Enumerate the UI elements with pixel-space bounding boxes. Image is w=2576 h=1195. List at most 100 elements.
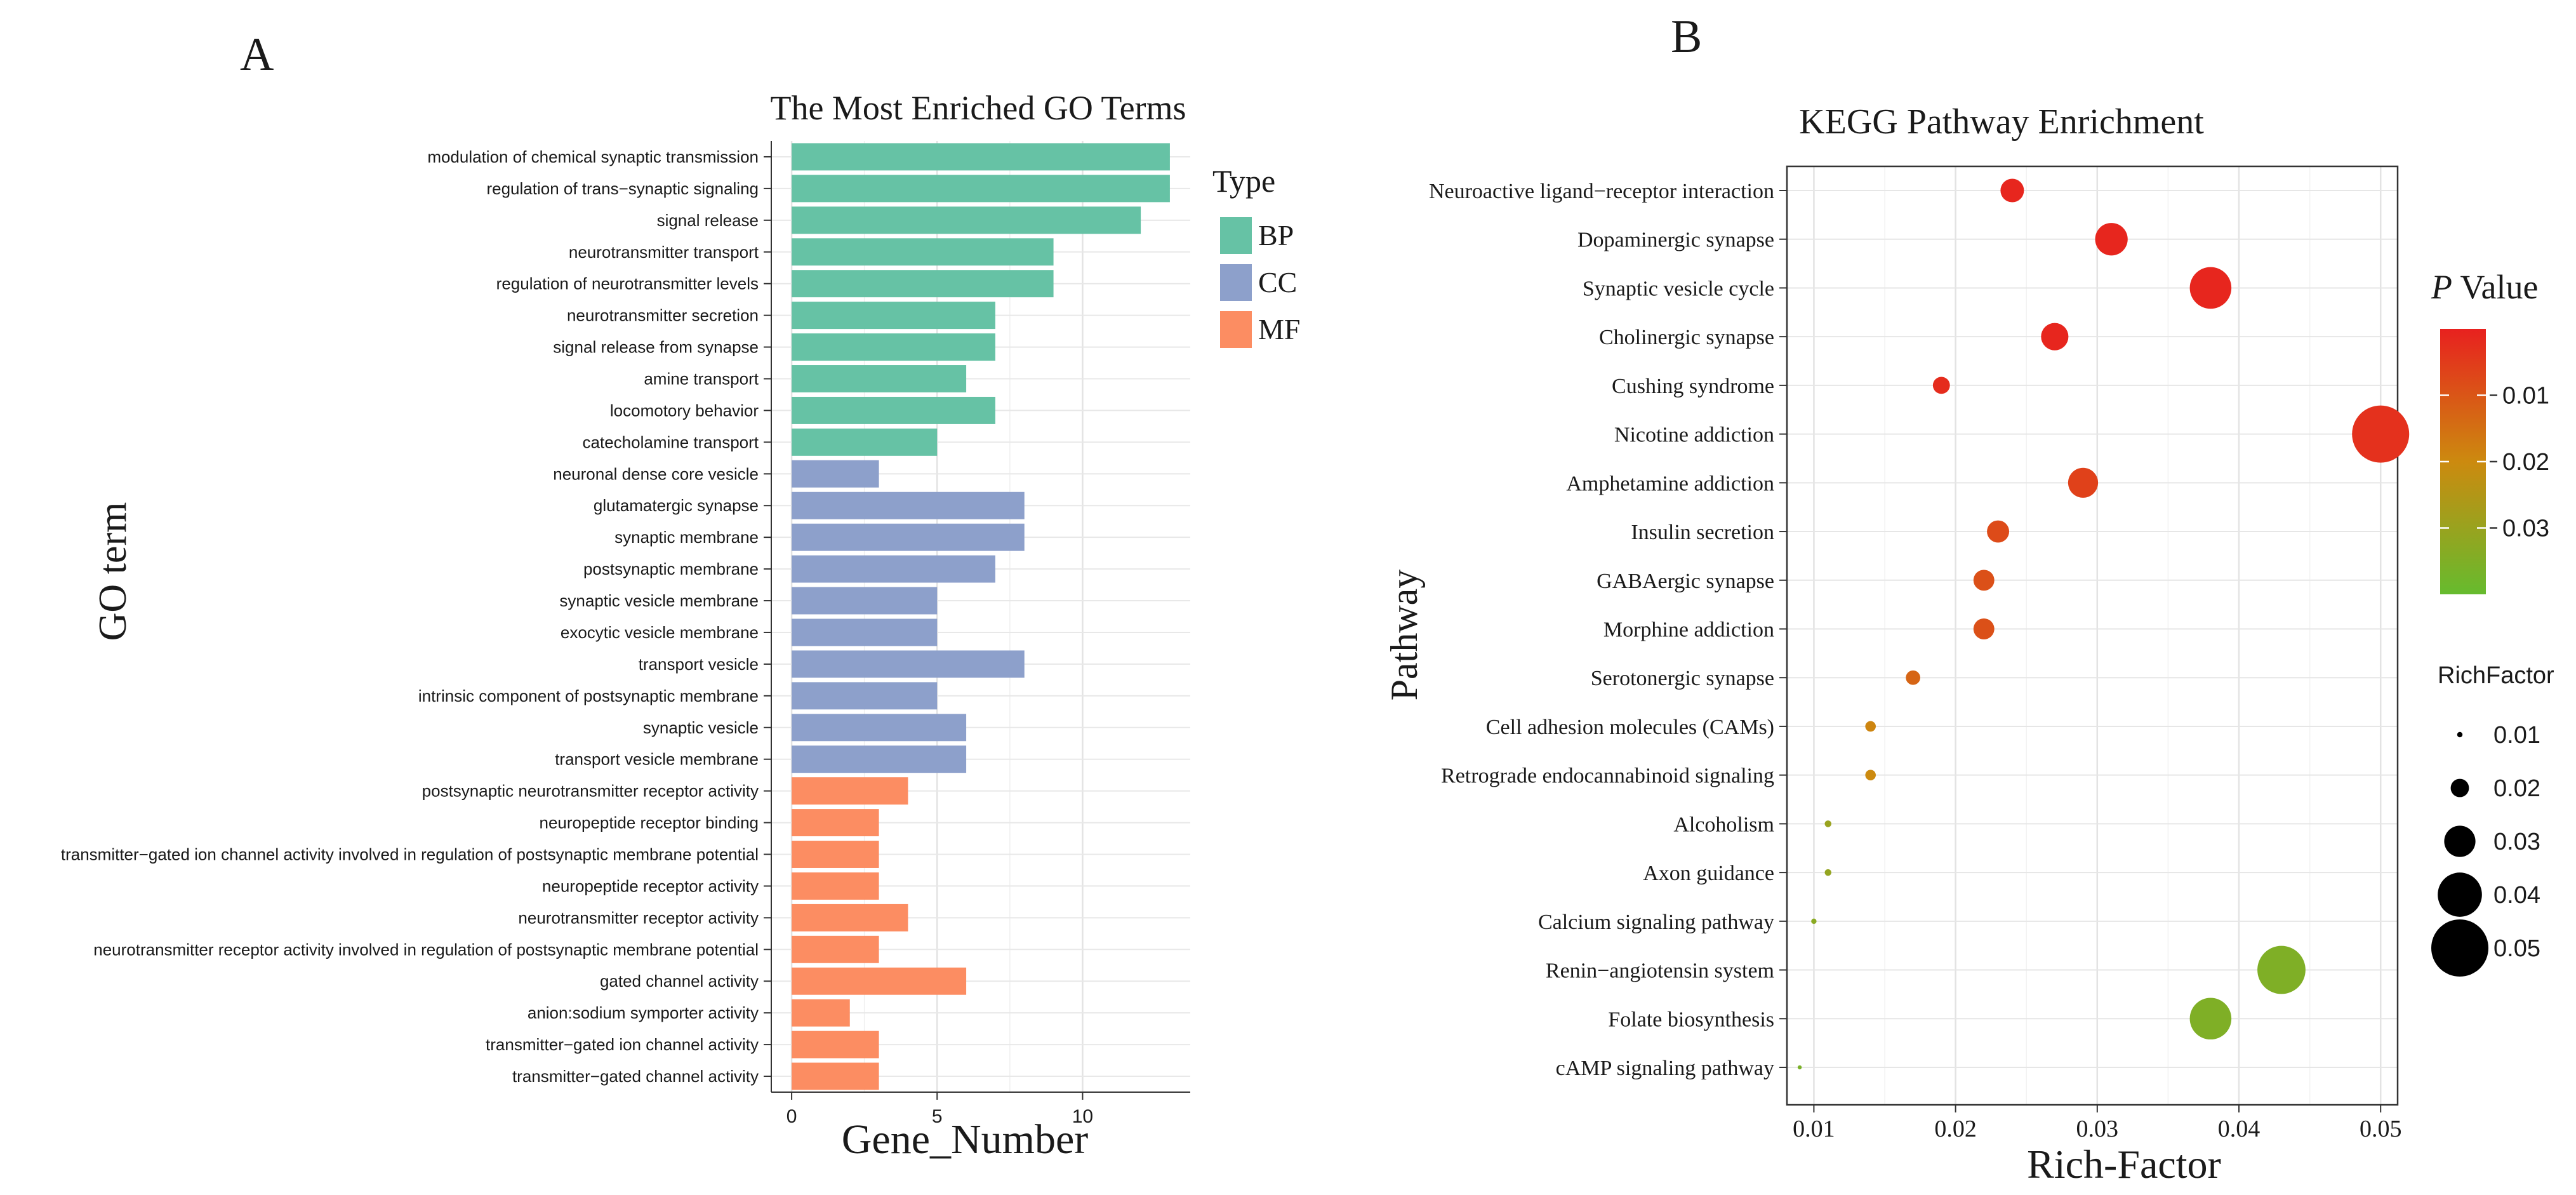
kegg-pathway-label: Nicotine addiction (1614, 424, 1774, 447)
kegg-point (2352, 405, 2410, 463)
richfactor-legend-label: 0.04 (2493, 882, 2540, 909)
kegg-point (2000, 178, 2024, 203)
kegg-pathway-label: Renin−angiotensin system (1546, 959, 1774, 983)
go-x-tick-label: 5 (932, 1106, 943, 1127)
kegg-point (2068, 467, 2099, 498)
go-bar (792, 396, 995, 424)
go-term-label: transmitter−gated ion channel activity i… (61, 845, 759, 864)
kegg-y-axis-title: Pathway (1383, 570, 1425, 701)
richfactor-legend-label: 0.02 (2493, 775, 2540, 802)
go-x-tick-label: 0 (787, 1106, 797, 1127)
go-term-label: transport vesicle membrane (555, 750, 759, 769)
go-term-label: transmitter−gated ion channel activity (486, 1035, 759, 1054)
go-type-legend: Type BP CC MF (1212, 163, 1300, 348)
go-term-label: neurotransmitter secretion (567, 306, 759, 325)
go-term-label: transmitter−gated channel activity (512, 1067, 759, 1086)
kegg-x-tick-label: 0.05 (2360, 1116, 2402, 1142)
kegg-pathway-label: Synaptic vesicle cycle (1583, 277, 1774, 300)
go-bar (792, 491, 1025, 519)
go-term-label: neuropeptide receptor binding (540, 813, 759, 832)
go-y-axis-title: GO term (91, 502, 135, 641)
go-legend-swatch (1220, 311, 1252, 348)
richfactor-legend-items: 0.01 0.02 0.03 0.04 0.05 (2431, 722, 2540, 977)
go-bar (792, 555, 995, 583)
go-term-label: modulation of chemical synaptic transmis… (427, 147, 759, 166)
go-term-label: intrinsic component of postsynaptic memb… (418, 686, 759, 705)
go-bar (792, 841, 879, 868)
go-term-label: glutamatergic synapse (594, 496, 759, 515)
go-legend-label: MF (1258, 313, 1300, 345)
go-legend-title: Type (1212, 163, 1275, 199)
go-term-label: transport vesicle (639, 655, 759, 674)
go-term-label: regulation of neurotransmitter levels (496, 274, 759, 293)
go-bar (792, 1062, 879, 1090)
kegg-point (1987, 520, 2010, 543)
go-legend-label: BP (1258, 219, 1294, 251)
go-term-label: synaptic membrane (614, 528, 759, 547)
kegg-point (1865, 770, 1876, 780)
kegg-points (1797, 178, 2410, 1070)
go-term-label: anion:sodium symporter activity (528, 1003, 759, 1022)
kegg-point (1932, 377, 1950, 394)
go-legend-swatch (1220, 217, 1252, 254)
kegg-pvalue-legend: P Value 0.01 0.02 0.03 (2431, 268, 2549, 594)
go-bar (792, 967, 967, 995)
go-bar (792, 777, 908, 805)
kegg-chart-title: KEGG Pathway Enrichment (1799, 102, 2204, 142)
go-bar (792, 587, 938, 615)
go-term-label: amine transport (644, 370, 759, 389)
kegg-pathway-label: Dopaminergic synapse (1577, 229, 1774, 252)
kegg-pathway-labels: Neuroactive ligand−receptor interaction D… (1429, 180, 1787, 1080)
kegg-plot-area (1787, 166, 2398, 1105)
go-bar (792, 745, 967, 773)
go-bar (792, 143, 1170, 171)
richfactor-legend-dot (2438, 872, 2482, 917)
kegg-pathway-label: Calcium signaling pathway (1538, 911, 1774, 934)
richfactor-legend-dot (2457, 731, 2463, 738)
kegg-pathway-label: Serotonergic synapse (1591, 667, 1774, 690)
go-legend-items: BP CC MF (1220, 217, 1300, 348)
go-term-label: synaptic vesicle membrane (559, 591, 759, 610)
panel-b: B KEGG Pathway Enrichment Neuroactive li… (1383, 11, 2554, 1187)
go-bar (792, 428, 938, 456)
go-bar (792, 904, 908, 931)
go-bar (792, 714, 967, 742)
go-term-label: gated channel activity (600, 971, 759, 991)
panel-a: A The Most Enriched GO Terms modulation … (61, 29, 1301, 1163)
pvalue-legend-title-rest: Value (2452, 268, 2538, 306)
richfactor-legend-dot (2431, 919, 2489, 977)
go-term-label: neurotransmitter receptor activity (518, 908, 759, 927)
go-bar (792, 935, 879, 963)
kegg-pathway-label: Amphetamine addiction (1566, 472, 1774, 495)
kegg-point (1811, 918, 1817, 925)
go-term-label: postsynaptic neurotransmitter receptor a… (422, 782, 759, 801)
go-legend-label: CC (1258, 266, 1297, 298)
kegg-x-tick-label: 0.03 (2076, 1116, 2119, 1142)
richfactor-legend-label: 0.05 (2493, 935, 2540, 962)
go-bar (792, 175, 1170, 203)
kegg-point (1797, 1065, 1802, 1070)
go-bar (792, 302, 995, 330)
kegg-point (2041, 323, 2069, 350)
kegg-richfactor-legend: RichFactor 0.01 0.02 0.03 0.04 0.05 (2431, 662, 2554, 977)
kegg-x-tick-label: 0.01 (1793, 1116, 1835, 1142)
go-term-label: neuronal dense core vesicle (553, 464, 759, 483)
go-bar (792, 1031, 879, 1058)
go-term-label: exocytic vesicle membrane (561, 623, 759, 642)
go-term-label: neurotransmitter receptor activity invol… (93, 940, 759, 959)
kegg-pathway-label: Cushing syndrome (1612, 375, 1774, 398)
kegg-point (1824, 869, 1831, 876)
kegg-pathway-label: Insulin secretion (1631, 521, 1774, 544)
go-term-label: signal release (657, 211, 759, 230)
go-x-axis-title: Gene_Number (842, 1116, 1089, 1163)
richfactor-legend-title: RichFactor (2438, 662, 2554, 689)
richfactor-legend-label: 0.01 (2493, 722, 2540, 749)
go-term-label: locomotory behavior (610, 401, 759, 420)
kegg-pathway-label: Cholinergic synapse (1599, 326, 1774, 349)
kegg-pathway-label: Folate biosynthesis (1608, 1008, 1774, 1031)
go-term-label: synaptic vesicle (643, 718, 759, 737)
kegg-pathway-label: Morphine addiction (1603, 618, 1774, 642)
kegg-point (2189, 267, 2232, 309)
pvalue-legend-title-italic: P (2431, 268, 2452, 306)
go-bar (792, 238, 1054, 266)
